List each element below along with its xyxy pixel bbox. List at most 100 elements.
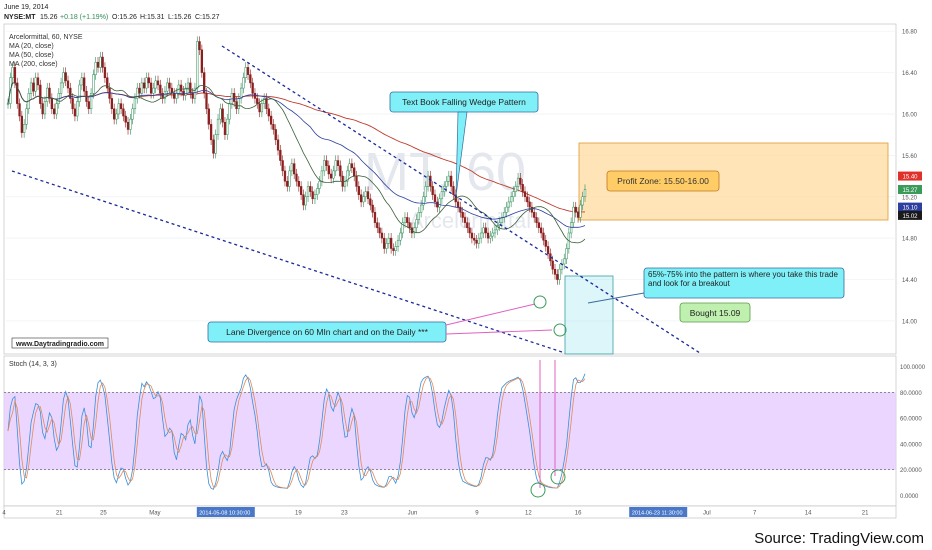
candle-body bbox=[484, 227, 487, 234]
time-tick-label: 14 bbox=[805, 511, 812, 517]
candle-body bbox=[133, 98, 137, 110]
candle-body bbox=[129, 118, 132, 130]
price-tick-label: 16.80 bbox=[902, 30, 918, 36]
candle-body bbox=[290, 163, 294, 172]
header-open: O:15.26 bbox=[112, 14, 137, 21]
candle-body bbox=[87, 101, 90, 110]
candle-body bbox=[198, 41, 201, 51]
stoch-tick-label: 60.0000 bbox=[900, 417, 922, 423]
candle-body bbox=[214, 134, 217, 154]
profit-zone-label: Profit Zone: 15.50-16.00 bbox=[617, 176, 709, 186]
candle-body bbox=[25, 108, 28, 125]
bought-label: Bought 15.09 bbox=[690, 308, 741, 318]
candle-body bbox=[173, 93, 176, 99]
candle-body bbox=[258, 103, 261, 113]
candle-body bbox=[313, 194, 317, 200]
time-axis-strip bbox=[3, 505, 897, 519]
candle-body bbox=[433, 194, 437, 203]
stoch-d-line bbox=[7, 376, 586, 489]
candle-body bbox=[459, 206, 462, 213]
candle-body bbox=[468, 227, 471, 234]
divergence-arrow-1 bbox=[445, 303, 536, 326]
candle-body bbox=[96, 61, 100, 68]
time-tick-label: Jul bbox=[703, 511, 711, 517]
candle-body bbox=[334, 160, 337, 172]
candle-body bbox=[387, 237, 390, 244]
candle-body bbox=[516, 177, 520, 187]
candle-body bbox=[126, 121, 130, 130]
time-tick-label: May bbox=[149, 511, 160, 517]
candle-body bbox=[256, 98, 259, 104]
candle-body bbox=[147, 77, 150, 84]
candle-body bbox=[83, 77, 86, 92]
candle-body bbox=[101, 56, 104, 68]
candle-body bbox=[371, 204, 374, 213]
price-tick-label: 14.40 bbox=[902, 278, 918, 284]
candle-body bbox=[378, 227, 381, 234]
time-tick-label: 19 bbox=[295, 511, 302, 517]
candle-body bbox=[265, 98, 268, 110]
candle-body bbox=[143, 82, 146, 89]
candle-body bbox=[46, 87, 49, 102]
candle-body bbox=[429, 175, 432, 187]
profit-zone-label-box bbox=[606, 170, 720, 192]
candle-body bbox=[279, 149, 282, 161]
candle-body bbox=[203, 72, 206, 94]
candle-body bbox=[179, 84, 183, 92]
candle-body bbox=[145, 77, 148, 89]
candle-body bbox=[431, 186, 434, 195]
candle-body bbox=[348, 163, 351, 172]
candle-body bbox=[343, 180, 347, 187]
candle-body bbox=[71, 98, 74, 110]
candle-body bbox=[486, 232, 490, 239]
candle-body bbox=[496, 225, 499, 231]
candle-body bbox=[251, 82, 254, 94]
candle-body bbox=[23, 124, 26, 133]
candle-body bbox=[32, 82, 35, 92]
candle-body bbox=[422, 196, 425, 206]
price-tag-label: 15.10 bbox=[902, 206, 918, 212]
time-tick-label: 21 bbox=[56, 511, 63, 517]
candle-body bbox=[463, 217, 467, 223]
candle-body bbox=[99, 56, 102, 68]
candle-body bbox=[373, 212, 377, 223]
candle-body bbox=[357, 186, 360, 195]
candle-body bbox=[246, 67, 250, 75]
candle-body bbox=[512, 191, 515, 198]
candle-body bbox=[69, 87, 72, 99]
candle-body bbox=[191, 93, 194, 99]
candle-body bbox=[154, 80, 157, 89]
time-axis: 4 21 25 May 2014-05-08 10:30:00 19 23 Jun 9 12 16 2… bbox=[2, 507, 869, 517]
stoch-k-path bbox=[7, 373, 586, 490]
candle-body bbox=[175, 93, 178, 99]
breakout-zone bbox=[564, 275, 614, 355]
candle-body bbox=[456, 201, 460, 208]
candle-body bbox=[424, 186, 427, 198]
candle-body bbox=[376, 222, 379, 229]
stoch-label: Stoch (14, 3, 3) bbox=[9, 361, 57, 368]
divergence-arrow-2 bbox=[445, 329, 553, 335]
time-tick-label: 4 bbox=[2, 511, 6, 517]
price-axis: 14.00 14.40 14.80 15.20 15.60 16.00 16.40 16.80 bbox=[902, 30, 918, 326]
candle-body bbox=[570, 222, 573, 234]
chart-date: June 19, 2014 bbox=[4, 4, 48, 11]
candle-body bbox=[152, 87, 155, 94]
candle-body bbox=[544, 239, 547, 247]
legend-ma20: MA (20, close) bbox=[9, 43, 54, 50]
candle-body bbox=[509, 196, 513, 203]
candle-body bbox=[394, 246, 397, 251]
header-change: +0.18 (+1.19%) bbox=[60, 14, 108, 21]
candle-body bbox=[542, 232, 545, 241]
candle-body bbox=[156, 80, 160, 86]
candle-body bbox=[131, 108, 134, 120]
candle-body bbox=[396, 239, 400, 247]
candle-body bbox=[583, 189, 587, 198]
candle-body bbox=[320, 170, 324, 182]
candle-body bbox=[272, 124, 275, 130]
candle-body bbox=[528, 201, 531, 208]
candle-body bbox=[415, 219, 418, 229]
candle-body bbox=[281, 160, 284, 172]
candle-body bbox=[260, 103, 264, 113]
candle-body bbox=[267, 108, 270, 117]
